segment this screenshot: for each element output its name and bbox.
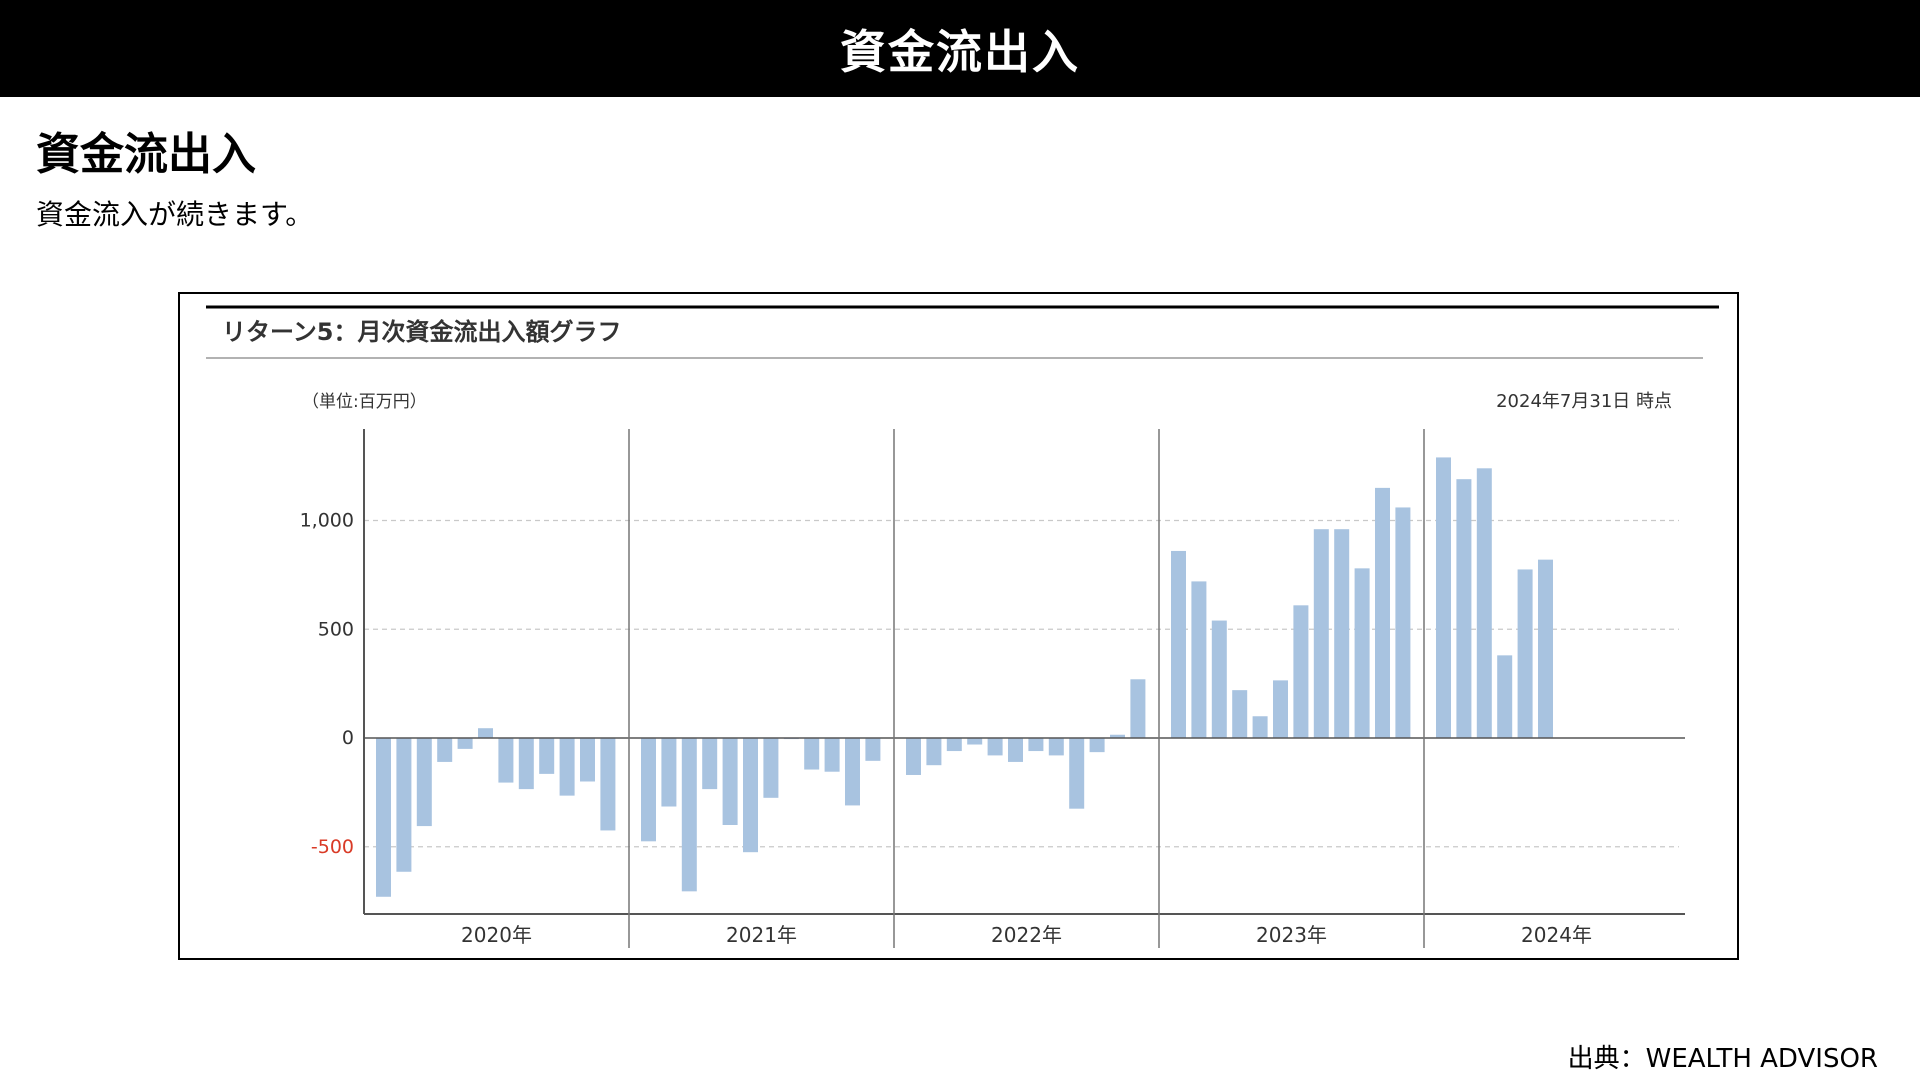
- bar: [967, 738, 983, 745]
- x-year-label: 2021年: [726, 923, 797, 947]
- bar: [498, 738, 514, 783]
- bar: [1313, 529, 1329, 738]
- bar-layer: [376, 457, 1553, 897]
- bar: [1089, 738, 1105, 753]
- bar: [559, 738, 575, 796]
- bar: [641, 738, 656, 842]
- bar: [946, 738, 962, 752]
- bar: [702, 738, 718, 790]
- bar: [722, 738, 738, 825]
- x-year-label: 2020年: [461, 923, 532, 947]
- bar: [376, 738, 391, 897]
- bar: [743, 738, 758, 853]
- as-of-date: 2024年7月31日 時点: [1496, 391, 1672, 412]
- bar: [1069, 738, 1085, 809]
- bar: [580, 738, 595, 782]
- bar: [396, 738, 412, 872]
- bar: [865, 738, 881, 761]
- bar: [1191, 581, 1207, 738]
- x-year-label: 2022年: [991, 923, 1062, 947]
- axis-layer: [363, 429, 1685, 948]
- bar: [478, 728, 493, 738]
- y-tick-label: 500: [318, 618, 354, 640]
- bar: [1395, 507, 1411, 738]
- bar: [1293, 605, 1309, 738]
- bar: [804, 738, 820, 770]
- page-title: 資金流出入: [36, 129, 256, 180]
- bar: [1008, 738, 1023, 762]
- page-subtext: 資金流入が続きます。: [36, 198, 314, 231]
- y-tick-label: 1,000: [300, 510, 354, 532]
- chart-title: リターン5：月次資金流出入額グラフ: [222, 318, 622, 346]
- bar: [1048, 738, 1064, 756]
- top-banner: 資金流出入: [0, 0, 1920, 97]
- bar: [1354, 568, 1370, 738]
- bar: [1456, 479, 1472, 738]
- bar: [1538, 559, 1553, 738]
- bar: [457, 738, 473, 749]
- y-tick-label: 0: [342, 727, 354, 749]
- x-year-label: 2024年: [1521, 923, 1592, 947]
- bar: [987, 738, 1003, 756]
- grid-layer: [364, 519, 1679, 848]
- bar: [437, 738, 453, 762]
- bar: [661, 738, 677, 807]
- bar: [539, 738, 555, 774]
- bar: [518, 738, 534, 790]
- chart-frame: リターン5：月次資金流出入額グラフ （単位:百万円） 2024年7月31日 時点…: [178, 292, 1739, 960]
- bar: [600, 738, 616, 831]
- bar: [1517, 569, 1533, 738]
- bar: [1252, 716, 1268, 738]
- banner-title: 資金流出入: [840, 24, 1080, 79]
- bar: [1497, 655, 1513, 738]
- bar: [1130, 679, 1146, 738]
- bar: [416, 738, 432, 827]
- bar: [1436, 457, 1451, 738]
- source-note: 出典：WEALTH ADVISOR: [1567, 1044, 1878, 1074]
- fund-flow-chart: リターン5：月次資金流出入額グラフ （単位:百万円） 2024年7月31日 時点…: [206, 305, 1719, 948]
- bar: [1171, 550, 1186, 738]
- x-year-label: 2023年: [1256, 923, 1327, 947]
- bar: [845, 738, 860, 806]
- bar: [1232, 690, 1248, 738]
- label-layer: 1,000 500 0 -500 2020年 2021年 2022年 2023年 2024年: [300, 510, 1592, 948]
- bar: [1375, 487, 1390, 738]
- bar: [824, 738, 840, 772]
- bar: [926, 738, 942, 766]
- bar: [906, 738, 921, 775]
- bar: [1476, 468, 1492, 738]
- bar: [1028, 738, 1044, 752]
- y-tick-label: -500: [311, 836, 354, 858]
- unit-label: （単位:百万円）: [302, 392, 427, 412]
- bar: [1334, 529, 1350, 738]
- bar: [1273, 680, 1288, 738]
- bar: [763, 738, 779, 798]
- bar: [681, 738, 697, 892]
- bar: [1110, 734, 1125, 738]
- bar: [1211, 620, 1227, 738]
